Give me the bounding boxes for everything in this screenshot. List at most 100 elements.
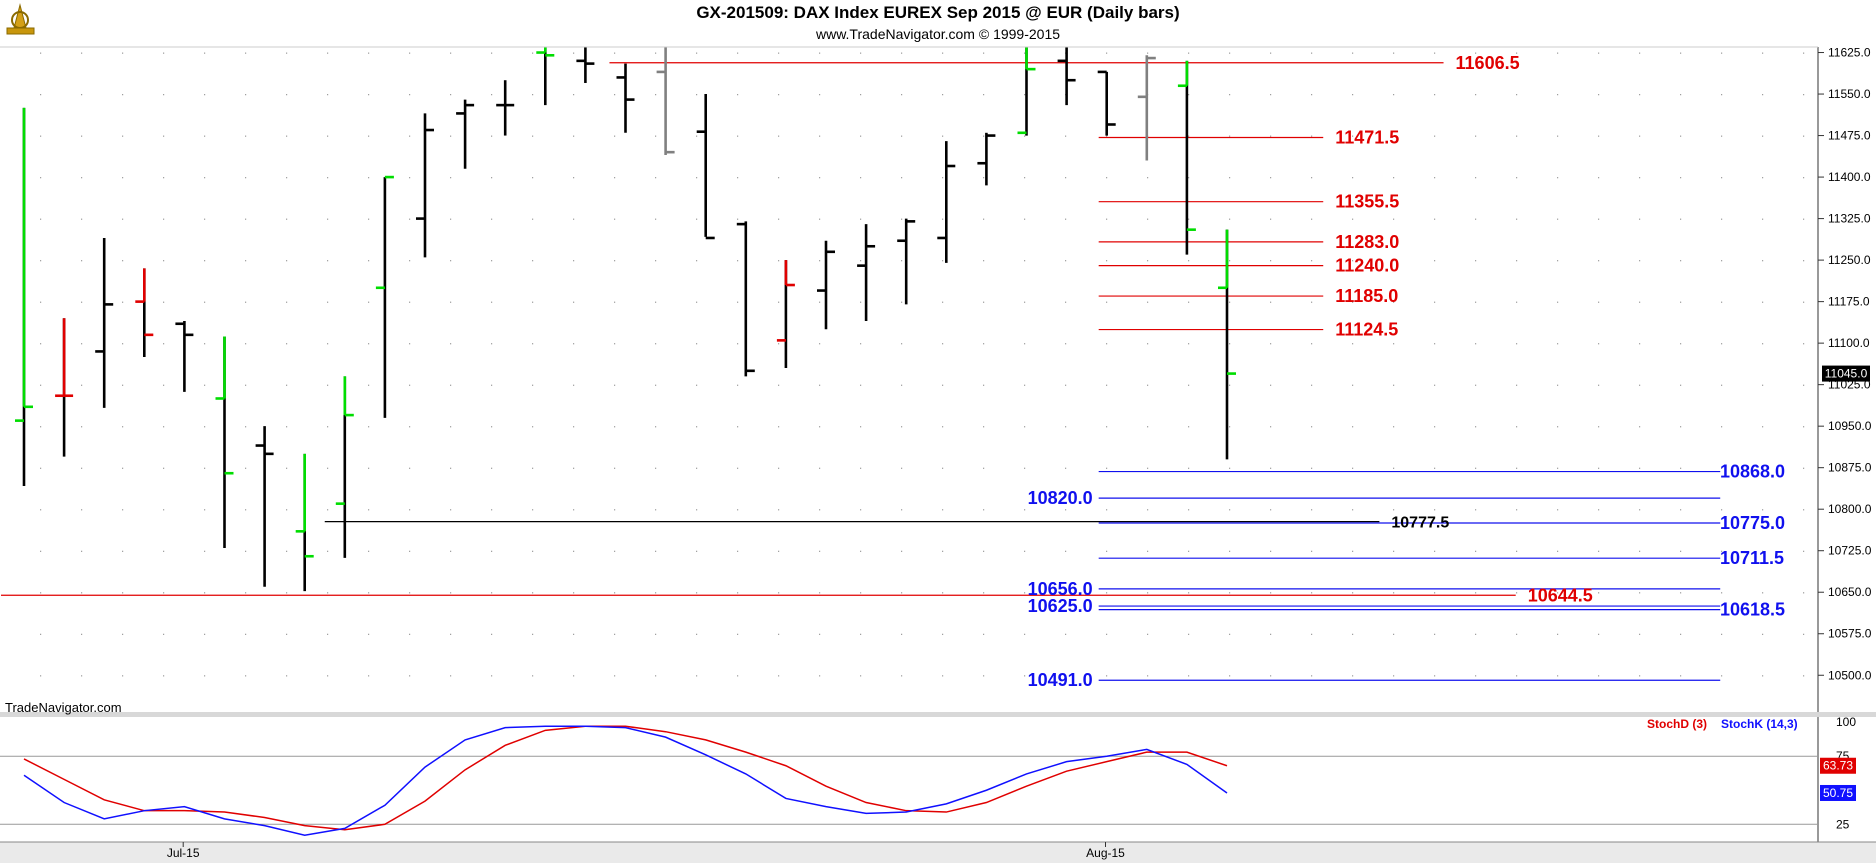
price-bar[interactable] bbox=[536, 47, 555, 106]
price-bar[interactable] bbox=[656, 47, 675, 155]
grid-dot bbox=[409, 426, 411, 428]
grid-dot bbox=[737, 550, 739, 552]
grid-dot bbox=[532, 550, 534, 552]
price-tick-label: 10500.0 bbox=[1828, 668, 1872, 682]
grid-dot bbox=[204, 384, 206, 386]
grid-dot bbox=[1106, 135, 1108, 137]
grid-dot bbox=[1311, 52, 1313, 54]
grid-dot bbox=[1475, 260, 1477, 262]
grid-dot bbox=[1393, 509, 1395, 511]
grid-dot bbox=[1147, 509, 1149, 511]
grid-dot bbox=[1639, 675, 1641, 677]
price-bar[interactable] bbox=[1097, 70, 1116, 136]
price-bar[interactable] bbox=[416, 113, 434, 258]
grid-dot bbox=[1557, 218, 1559, 220]
grid-dot bbox=[1024, 509, 1026, 511]
grid-dot bbox=[1475, 177, 1477, 179]
price-bar[interactable] bbox=[135, 268, 154, 357]
grid-dot bbox=[1270, 633, 1272, 635]
grid-dot bbox=[368, 218, 370, 220]
grid-dot bbox=[614, 343, 616, 345]
grid-dot bbox=[1311, 592, 1313, 594]
price-bar[interactable] bbox=[15, 107, 33, 486]
grid-dot bbox=[737, 467, 739, 469]
price-bars[interactable] bbox=[15, 47, 1236, 592]
grid-dots bbox=[40, 52, 1805, 677]
grid-dot bbox=[1803, 384, 1805, 386]
price-bar[interactable] bbox=[375, 175, 394, 418]
grid-dot bbox=[1065, 426, 1067, 428]
price-bar[interactable] bbox=[1017, 47, 1036, 136]
grid-dot bbox=[1680, 301, 1682, 303]
price-bar[interactable] bbox=[95, 237, 114, 408]
grid-dot bbox=[204, 675, 206, 677]
level-label: 10625.0 bbox=[1028, 596, 1093, 616]
grid-dot bbox=[1639, 633, 1641, 635]
grid-dot bbox=[532, 301, 534, 303]
price-bar[interactable] bbox=[696, 94, 715, 240]
grid-dot bbox=[1147, 467, 1149, 469]
price-bar[interactable] bbox=[255, 426, 274, 587]
grid-dot bbox=[122, 633, 124, 635]
grid-dot bbox=[40, 218, 42, 220]
price-bar[interactable] bbox=[857, 224, 876, 321]
grid-dot bbox=[450, 177, 452, 179]
grid-dot bbox=[368, 592, 370, 594]
grid-dot bbox=[204, 426, 206, 428]
grid-dot bbox=[696, 550, 698, 552]
price-bar[interactable] bbox=[736, 221, 755, 377]
price-bar[interactable] bbox=[55, 318, 74, 457]
grid-dot bbox=[1065, 301, 1067, 303]
grid-dot bbox=[1393, 550, 1395, 552]
grid-dot bbox=[1762, 52, 1764, 54]
grid-dot bbox=[163, 94, 165, 96]
price-bar[interactable] bbox=[897, 218, 916, 305]
grid-dot bbox=[1188, 675, 1190, 677]
grid-dot bbox=[245, 384, 247, 386]
grid-dot bbox=[901, 592, 903, 594]
price-bar[interactable] bbox=[576, 47, 595, 83]
grid-dot bbox=[327, 467, 329, 469]
grid-dot bbox=[1024, 633, 1026, 635]
price-bar[interactable] bbox=[456, 99, 475, 169]
grid-dot bbox=[409, 260, 411, 262]
price-bar[interactable] bbox=[776, 260, 795, 369]
price-bar[interactable] bbox=[937, 141, 956, 263]
price-bar[interactable] bbox=[977, 132, 996, 186]
grid-dot bbox=[655, 550, 657, 552]
grid-dot bbox=[983, 426, 985, 428]
grid-dot bbox=[696, 592, 698, 594]
grid-dot bbox=[532, 509, 534, 511]
grid-dot bbox=[1270, 218, 1272, 220]
grid-dot bbox=[1434, 509, 1436, 511]
price-bar[interactable] bbox=[175, 320, 194, 392]
grid-dot bbox=[491, 384, 493, 386]
grid-dot bbox=[614, 218, 616, 220]
price-bar[interactable] bbox=[335, 376, 354, 558]
price-bar[interactable] bbox=[817, 240, 835, 330]
price-bar[interactable] bbox=[1218, 229, 1236, 460]
price-bar[interactable] bbox=[1177, 60, 1196, 255]
grid-dot bbox=[1229, 135, 1231, 137]
chart-title: GX-201509: DAX Index EUREX Sep 2015 @ EU… bbox=[696, 3, 1179, 22]
price-bar[interactable] bbox=[295, 453, 314, 592]
grid-dot bbox=[204, 135, 206, 137]
grid-dot bbox=[1762, 675, 1764, 677]
price-bar[interactable] bbox=[215, 336, 234, 548]
grid-dot bbox=[573, 509, 575, 511]
grid-dot bbox=[1721, 218, 1723, 220]
grid-dot bbox=[1762, 550, 1764, 552]
price-bar[interactable] bbox=[616, 63, 635, 133]
grid-dot bbox=[286, 135, 288, 137]
grid-dot bbox=[942, 135, 944, 137]
grid-dot bbox=[1680, 343, 1682, 345]
price-bar[interactable] bbox=[1137, 55, 1156, 161]
price-bar[interactable] bbox=[496, 80, 515, 136]
grid-dot bbox=[1516, 260, 1518, 262]
grid-dot bbox=[696, 301, 698, 303]
price-bar[interactable] bbox=[1057, 47, 1076, 106]
grid-dot bbox=[491, 592, 493, 594]
grid-dot bbox=[532, 467, 534, 469]
